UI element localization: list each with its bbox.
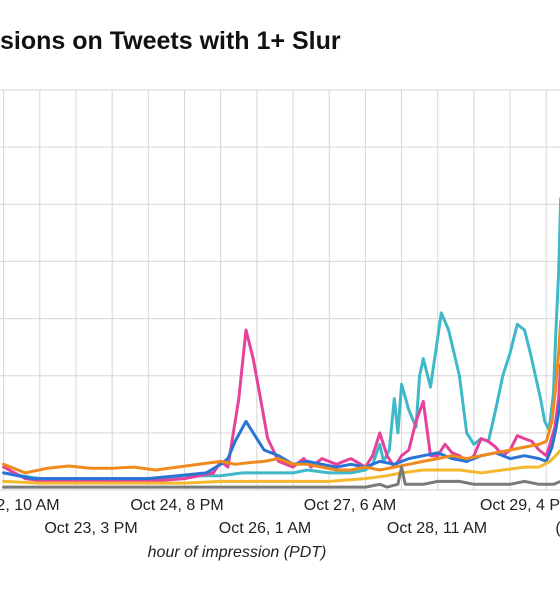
series-line-5 [2,448,560,485]
series-line-3 [2,397,560,481]
x-tick-label: Oct 23, 3 PM [44,520,137,537]
chart-title: sions on Tweets with 1+ Slur [0,27,341,55]
x-tick-label: Oct 28, 11 AM [387,520,487,537]
x-axis-ticks-upper: 2, 10 AM Oct 24, 8 PM Oct 27, 6 AM Oct 29, … [0,497,560,514]
series-line-6 [2,465,560,489]
series-line-2 [2,328,560,483]
x-tick-label: Oct 29, 4 P [480,497,560,514]
x-axis-ticks-lower: Oct 23, 3 PM Oct 26, 1 AM Oct 28, 11 AM ( [44,520,560,537]
x-axis-title: hour of impression (PDT) [148,544,327,561]
x-tick-label: Oct 26, 1 AM [219,520,311,537]
x-tick-label: ( [555,520,560,537]
series-lines [2,197,560,489]
x-tick-label: Oct 24, 8 PM [130,497,223,514]
gridlines [0,89,560,491]
series-line-4 [2,320,560,475]
x-tick-label: Oct 27, 6 AM [304,497,396,514]
series-line-1 [2,197,560,481]
x-tick-label: 2, 10 AM [0,497,60,514]
